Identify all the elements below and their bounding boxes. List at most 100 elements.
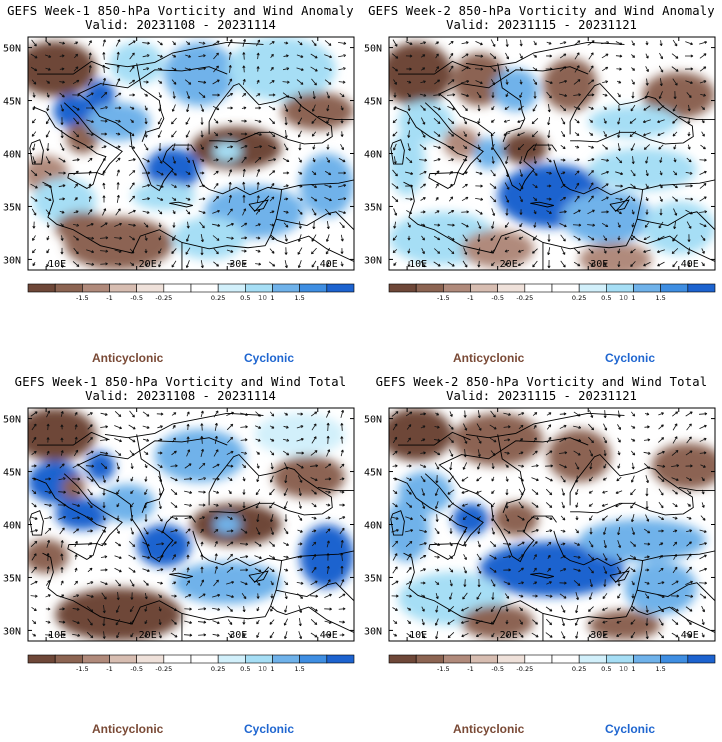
wind-arrow: [326, 131, 330, 137]
wind-arrow: [116, 462, 120, 470]
wind-arrow: [60, 260, 64, 268]
chart-panel-week2-total: GEFS Week-2 850-hPa Vorticity and Wind T…: [361, 371, 722, 742]
wind-arrow: [656, 249, 665, 254]
wind-arrow: [241, 249, 247, 253]
wind-arrow: [86, 516, 94, 520]
wind-arrow: [114, 411, 122, 418]
wind-arrow: [296, 463, 304, 469]
wind-arrow: [461, 490, 469, 494]
wind-arrow: [573, 79, 581, 85]
wind-arrow: [254, 568, 262, 573]
wind-arrow: [657, 450, 665, 455]
wind-arrow: [144, 592, 148, 600]
wind-arrow: [490, 66, 497, 72]
wind-arrow: [256, 182, 260, 190]
wind-arrow: [31, 208, 37, 216]
wind-arrow: [406, 67, 412, 71]
wind-arrow: [242, 52, 246, 60]
y-tick-label: 50N: [364, 44, 382, 55]
colorbar-swatch: [660, 654, 689, 664]
wind-arrow: [435, 183, 439, 189]
wind-arrow: [184, 79, 192, 85]
wind-arrow: [672, 78, 678, 86]
wind-arrow: [200, 260, 204, 269]
colorbar-label: -1: [467, 294, 473, 302]
wind-arrow: [30, 580, 38, 586]
wind-arrow: [617, 222, 621, 228]
wind-arrow: [532, 412, 538, 416]
vorticity-cell: [651, 442, 715, 490]
wind-arrow: [630, 425, 636, 429]
wind-arrow: [671, 450, 679, 456]
wind-arrow: [256, 168, 261, 177]
wind-arrow: [226, 222, 234, 227]
wind-arrow: [340, 409, 345, 418]
wind-arrow: [617, 130, 621, 138]
wind-arrow: [171, 581, 177, 585]
wind-arrow: [228, 64, 232, 73]
wind-arrow: [574, 52, 580, 60]
wind-arrow: [559, 424, 567, 429]
wind-arrow: [434, 210, 440, 214]
wind-arrow: [461, 222, 469, 228]
wind-arrow: [491, 261, 495, 267]
colorbar-swatch: [190, 283, 219, 293]
wind-arrow: [116, 528, 120, 534]
wind-arrow: [392, 450, 398, 456]
y-tick-label: 45N: [3, 97, 21, 108]
wind-arrow: [297, 475, 303, 483]
vorticity-cell: [254, 413, 345, 456]
wind-arrow: [297, 197, 303, 201]
x-tick-label: 10E: [48, 630, 66, 641]
wind-arrow: [603, 262, 607, 267]
wind-arrow: [325, 503, 331, 507]
wind-arrow: [311, 234, 317, 242]
wind-arrow: [326, 565, 330, 574]
wind-arrow: [644, 222, 650, 228]
wind-arrow: [88, 52, 92, 60]
wind-arrow: [143, 80, 149, 84]
wind-arrow: [31, 566, 37, 574]
wind-arrow: [142, 67, 150, 71]
wind-arrow: [615, 514, 622, 522]
wind-arrow: [338, 67, 346, 71]
wind-arrow: [658, 515, 665, 521]
wind-arrow: [171, 104, 176, 112]
coastline: [428, 172, 459, 189]
wind-arrow: [213, 170, 219, 176]
wind-arrow: [588, 132, 594, 136]
wind-arrow: [701, 619, 705, 626]
wind-arrow: [115, 618, 121, 626]
wind-arrow: [645, 514, 650, 522]
wind-arrow: [406, 553, 412, 561]
coastline: [569, 454, 694, 516]
wind-arrow: [59, 80, 65, 84]
wind-arrow: [491, 632, 495, 638]
wind-arrow: [406, 424, 412, 430]
wind-arrow: [435, 475, 439, 484]
wind-arrow: [574, 542, 581, 546]
coastline: [637, 582, 715, 602]
wind-arrow: [340, 131, 344, 137]
wind-arrow: [435, 196, 439, 201]
wind-arrow: [686, 619, 692, 625]
colorbar-swatch: [82, 654, 110, 664]
wind-arrow: [603, 248, 607, 254]
wind-arrow: [574, 618, 579, 626]
wind-arrow: [574, 182, 580, 190]
wind-arrow: [559, 451, 568, 455]
wind-arrow: [419, 542, 427, 546]
wind-arrow: [575, 631, 579, 639]
coastline: [642, 550, 715, 561]
wind-arrow: [617, 463, 621, 469]
wind-arrow: [171, 450, 177, 456]
wind-arrow: [130, 476, 134, 482]
wind-arrow: [283, 210, 289, 214]
wind-arrow: [559, 79, 568, 84]
wind-arrow: [338, 157, 346, 163]
wind-arrow: [449, 449, 454, 457]
wind-arrow: [447, 489, 455, 495]
y-tick-label: 50N: [364, 415, 382, 426]
wind-arrow: [158, 143, 162, 152]
